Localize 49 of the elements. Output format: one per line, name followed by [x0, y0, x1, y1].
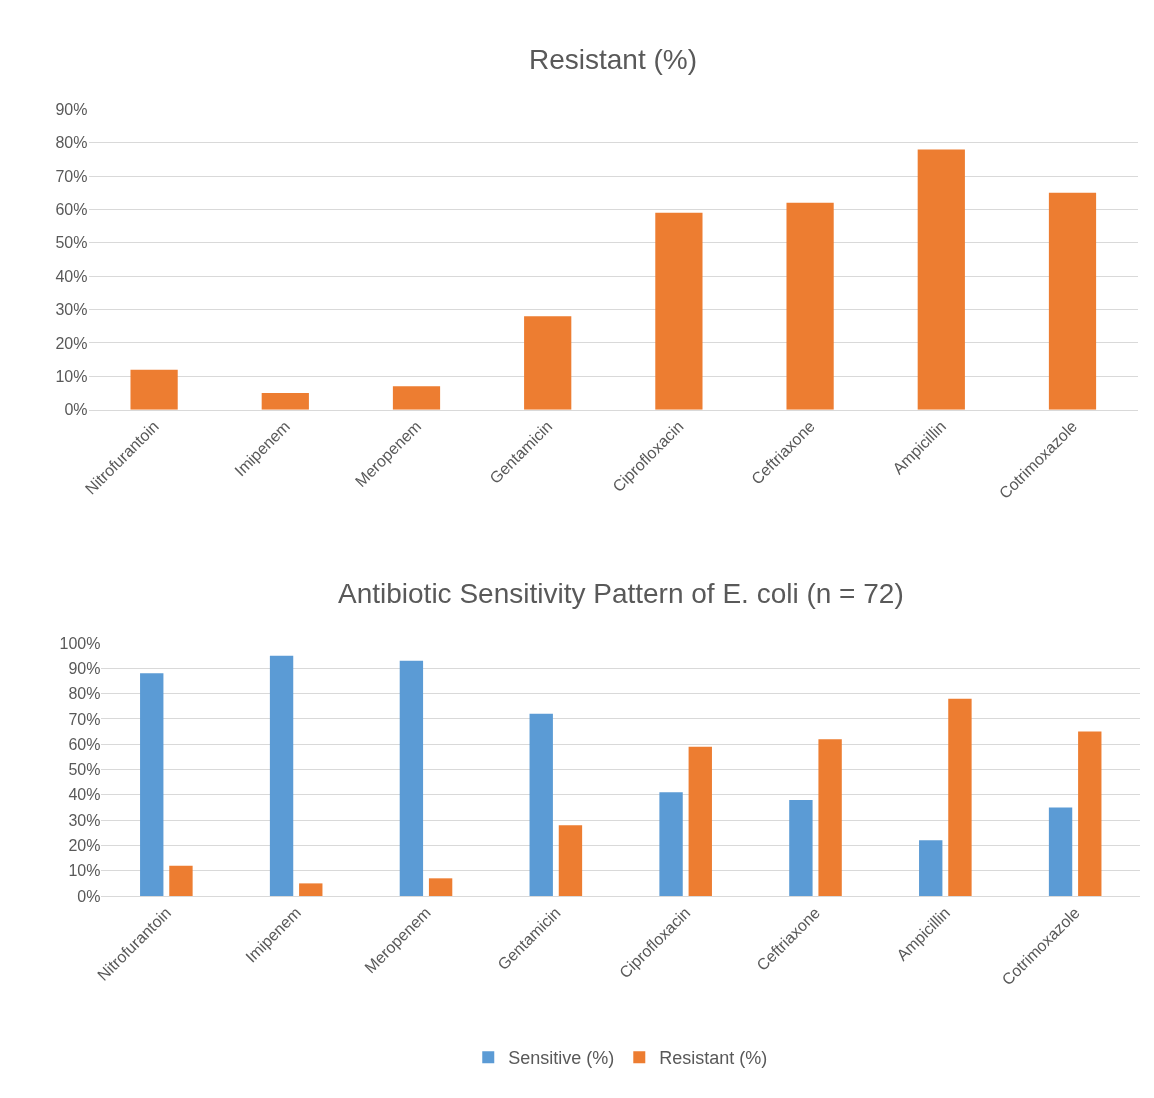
- y-tick-label: 70%: [68, 710, 101, 728]
- bar: [919, 840, 943, 897]
- y-tick-label: 80%: [55, 134, 88, 152]
- bar: [140, 673, 164, 897]
- bar: [169, 865, 193, 897]
- y-tick-label: 0%: [77, 887, 101, 905]
- bar: [688, 746, 712, 897]
- bar: [1048, 807, 1073, 897]
- y-tick-label: 80%: [68, 685, 101, 703]
- bar: [818, 739, 842, 897]
- bar: [269, 655, 294, 897]
- y-tick-label: 40%: [55, 267, 88, 285]
- y-tick-label: 90%: [55, 101, 88, 119]
- y-tick-label: 10%: [55, 367, 88, 385]
- bar: [786, 202, 834, 410]
- bar: [524, 316, 572, 410]
- bar: [789, 799, 813, 897]
- bar: [299, 883, 323, 897]
- legend-label: Sensitive (%): [508, 1048, 615, 1069]
- y-tick-label: 90%: [68, 659, 101, 677]
- y-tick-label: 40%: [68, 786, 101, 804]
- bar: [655, 212, 703, 410]
- bar: [558, 825, 583, 897]
- bar: [1078, 731, 1102, 897]
- chart-title: Resistant (%): [529, 44, 698, 75]
- y-tick-label: 100%: [59, 634, 101, 652]
- y-tick-label: 30%: [68, 811, 101, 829]
- bar: [399, 660, 424, 897]
- bar: [948, 698, 972, 897]
- y-tick-label: 70%: [55, 167, 88, 185]
- bar: [1048, 192, 1097, 410]
- bar: [659, 792, 683, 897]
- y-tick-label: 50%: [68, 761, 101, 779]
- y-tick-label: 60%: [68, 735, 101, 753]
- chart-title: Antibiotic Sensitivity Pattern of E. coli (n = 72): [338, 578, 904, 609]
- y-tick-label: 30%: [55, 301, 88, 319]
- bar: [428, 878, 453, 897]
- y-tick-label: 0%: [64, 401, 88, 419]
- y-tick-label: 20%: [55, 334, 88, 352]
- bar: [529, 713, 553, 897]
- bar: [917, 149, 965, 410]
- y-tick-label: 10%: [68, 862, 101, 880]
- y-tick-label: 60%: [55, 201, 88, 219]
- legend-label: Resistant (%): [659, 1048, 768, 1069]
- bar: [261, 393, 309, 410]
- y-tick-label: 20%: [68, 837, 101, 855]
- bar: [392, 386, 441, 410]
- y-tick-label: 50%: [55, 234, 88, 252]
- bar: [130, 369, 178, 410]
